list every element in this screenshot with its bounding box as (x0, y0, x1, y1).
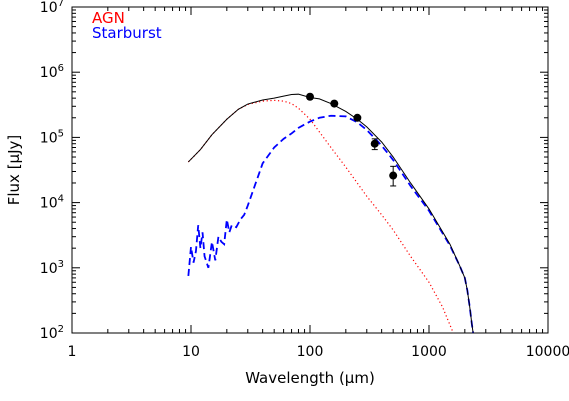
observed-points (306, 92, 398, 187)
x-tick-label: 100 (297, 344, 324, 360)
y-tick-label: 106 (40, 63, 64, 81)
observed-data-point (306, 92, 314, 101)
series-starburst-curve (187, 114, 475, 334)
series-curves (187, 93, 475, 334)
y-tick-label: 103 (40, 259, 64, 277)
y-axis-title: Flux [μJy] (5, 135, 23, 206)
x-tick-label: 1000 (411, 344, 447, 360)
observed-data-point (370, 139, 379, 148)
y-tick-label: 102 (40, 324, 64, 342)
y-tick-label: 107 (40, 0, 64, 16)
legend-entry-starburst: Starburst (92, 24, 162, 42)
y-tick-label: 104 (40, 194, 64, 212)
legend-entry-agn: AGN (92, 9, 125, 27)
series-total-curve (187, 93, 474, 334)
observed-data-point (330, 99, 339, 108)
y-tick-label: 105 (40, 128, 64, 146)
plot-frame (71, 6, 549, 334)
x-tick-label: 10 (182, 344, 200, 360)
series-agn-curve (187, 99, 454, 334)
x-tick-label: 10000 (526, 344, 569, 360)
axis-ticks: 1 10 100 1000 10000 102 103 104 105 106 107 (40, 0, 569, 360)
observed-data-point (389, 171, 398, 180)
x-axis-title: Wavelength (μm) (245, 369, 375, 387)
observed-data-point (353, 113, 362, 122)
x-tick-label: 1 (68, 344, 77, 360)
